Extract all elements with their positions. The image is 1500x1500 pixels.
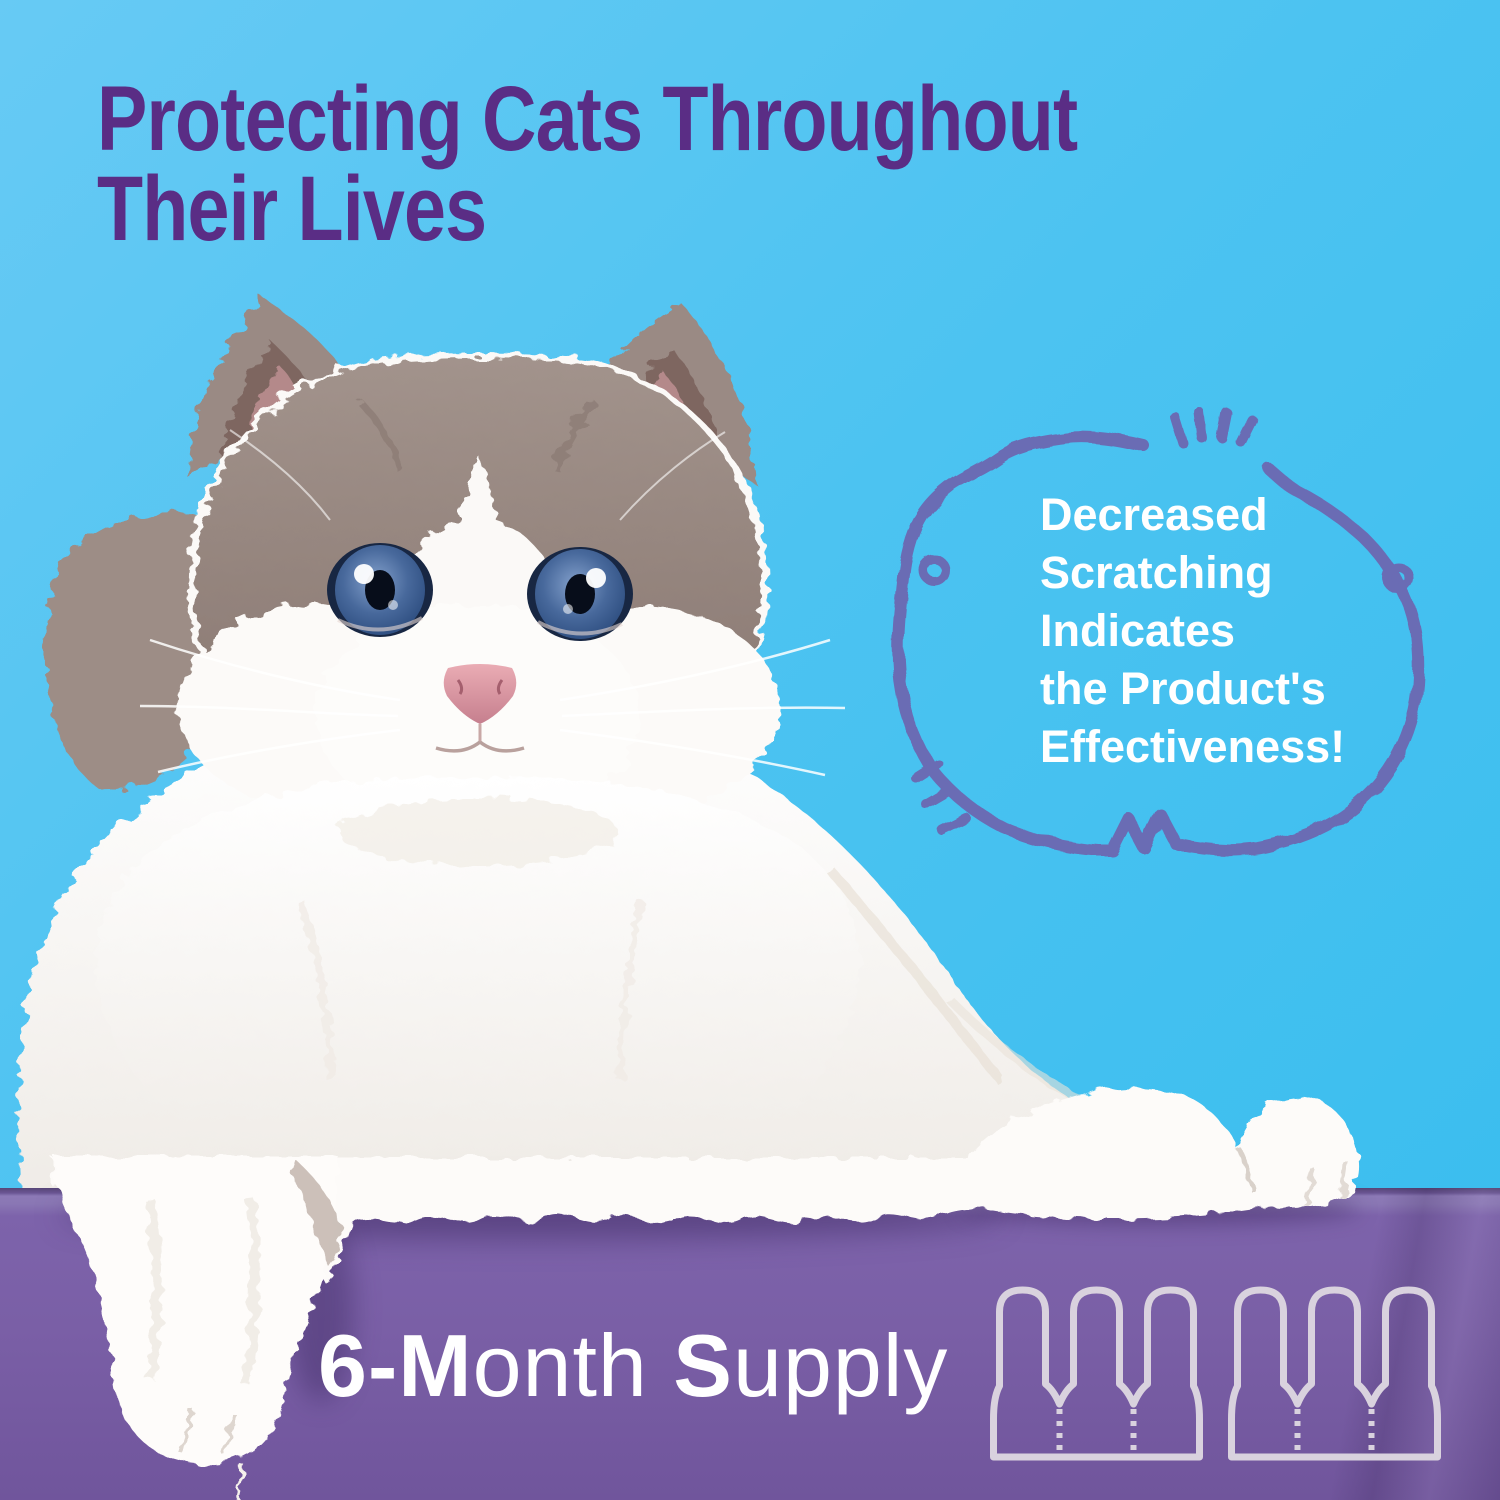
paw-left-toe-2 [222,1413,237,1457]
body-fur-shade-1 [826,866,1004,1084]
emphasis-strokes-top-icon [1169,407,1257,447]
page-title: Protecting Cats Throughout Their Lives [97,68,1078,260]
paw-right-toe-1 [1303,1167,1315,1207]
bubble-text-line: Decreased [1040,489,1268,540]
paw-right-crease [1237,1148,1255,1191]
bubble-text: Decreased Scratching Indicates the Produ… [1040,486,1345,776]
cat-right-eye [527,547,633,641]
bubble-text-line: Effectiveness! [1040,721,1346,772]
headline-line-2: Their Lives [97,158,487,260]
headline-line-1: Protecting Cats Throughout [97,68,1078,170]
chin-shade [338,798,618,866]
cat-front-paw-left [54,1156,338,1464]
cat-front-paw-right [945,1087,1360,1219]
cat-ruff [95,777,861,1195]
paw-left-wisp [235,1461,242,1500]
supply-light-1: onth [472,1316,674,1415]
ruff-fur-shade-2 [616,899,644,1081]
cat-left-eye [327,543,433,637]
speech-bubble [892,407,1425,857]
bubble-text-line: Scratching [1040,547,1273,598]
paw-left-shade-2 [241,1199,260,1386]
ruff-fur-shade-1 [296,898,334,1081]
cat-whiskers [139,429,846,777]
bubble-knot-right-icon [1382,562,1414,594]
paw-left-toe-1 [177,1409,195,1453]
cat-brow-mark-right [552,399,599,472]
bubble-text-line: Indicates [1040,605,1236,656]
speech-bubble-outline-icon [892,431,1425,857]
cat-nose [443,664,517,724]
pipette-strip-icon [990,1286,1203,1461]
bubble-knot-left-icon [918,554,950,586]
paw-right-toe-2 [1337,1161,1349,1197]
supply-bold-1: 6-M [318,1316,473,1415]
paw-left-shade-1 [145,1199,162,1381]
bubble-text-line: the Product's [1040,663,1326,714]
cat-mouth [435,724,525,753]
pipette-strip-icon [1228,1286,1441,1461]
cat-brow-mark-left [357,399,404,472]
supply-text: 6-Month Supply [318,1322,948,1410]
emphasis-strokes-bottom-icon [911,759,971,835]
pipette-strips [990,1286,1441,1461]
body-leg-crease-tuft [292,1160,341,1268]
supply-bold-2: S [673,1316,733,1415]
supply-light-2: upply [733,1316,949,1415]
